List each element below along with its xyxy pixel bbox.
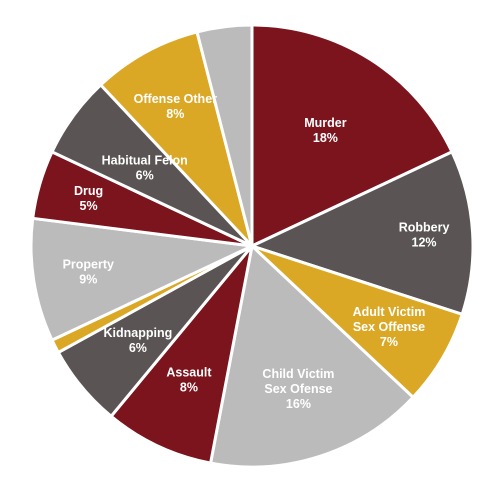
slice-label-line: Adult Victim bbox=[353, 305, 426, 319]
pie-slice-murder bbox=[250, 23, 454, 248]
slice-label-line: Murder bbox=[304, 116, 347, 130]
slice-label-drug: Drug 5% bbox=[74, 184, 103, 213]
slice-label-habitual-felon: Habitual Felon 6% bbox=[102, 154, 188, 183]
slice-label-adult-victim-sex-offense: Adult Victim Sex Offense 7% bbox=[353, 305, 426, 349]
slice-label-kidnapping: Kidnapping 6% bbox=[104, 326, 173, 355]
slice-label-line: Drug bbox=[74, 184, 103, 198]
slice-label-line: Assault bbox=[166, 365, 212, 379]
slice-label-property: Property 9% bbox=[63, 257, 114, 286]
slice-label-line: 7% bbox=[380, 335, 398, 349]
slice-label-line: 12% bbox=[412, 236, 437, 250]
slice-label-line: 5% bbox=[80, 199, 98, 213]
slice-label-line: Offense Other bbox=[134, 92, 217, 106]
pie-slice-robbery bbox=[250, 150, 475, 316]
pie-slice-assault bbox=[109, 244, 254, 465]
slice-label-line: 9% bbox=[79, 272, 97, 286]
slices-layer bbox=[29, 23, 475, 469]
slice-label-line: Child Victim bbox=[262, 367, 334, 381]
slice-label-assault: Assault 8% bbox=[166, 365, 212, 394]
slice-label-line: 8% bbox=[166, 107, 184, 121]
slice-label-line: Sex Ofense bbox=[264, 382, 332, 396]
slice-label-child-victim-sex-ofense: Child Victim Sex Ofense 16% bbox=[262, 367, 334, 411]
pie-slice-offense-other bbox=[99, 30, 254, 248]
slice-label-line: 8% bbox=[180, 380, 198, 394]
slice-label-line: Habitual Felon bbox=[102, 154, 188, 168]
slice-label-line: Property bbox=[63, 257, 114, 271]
slice-label-line: Kidnapping bbox=[104, 326, 173, 340]
slice-label-line: 6% bbox=[129, 341, 147, 355]
slice-label-robbery: Robbery 12% bbox=[399, 221, 450, 250]
slice-label-line: 18% bbox=[313, 131, 338, 145]
slice-label-line: Robbery bbox=[399, 221, 450, 235]
slice-label-line: 6% bbox=[136, 169, 154, 183]
pie-slice-child-victim-sex-ofense bbox=[209, 244, 415, 469]
pie-slice-unlabeled-11 bbox=[195, 23, 254, 248]
labels-layer: Murder 18% Robbery 12% Adult Victim Sex Offen… bbox=[63, 92, 450, 411]
slice-label-offense-other: Offense Other 8% bbox=[134, 92, 217, 121]
pie-slice-property bbox=[29, 216, 254, 342]
slice-label-murder: Murder 18% bbox=[304, 116, 347, 145]
slice-label-line: 16% bbox=[286, 397, 311, 411]
slice-label-line: Sex Offense bbox=[353, 320, 425, 334]
